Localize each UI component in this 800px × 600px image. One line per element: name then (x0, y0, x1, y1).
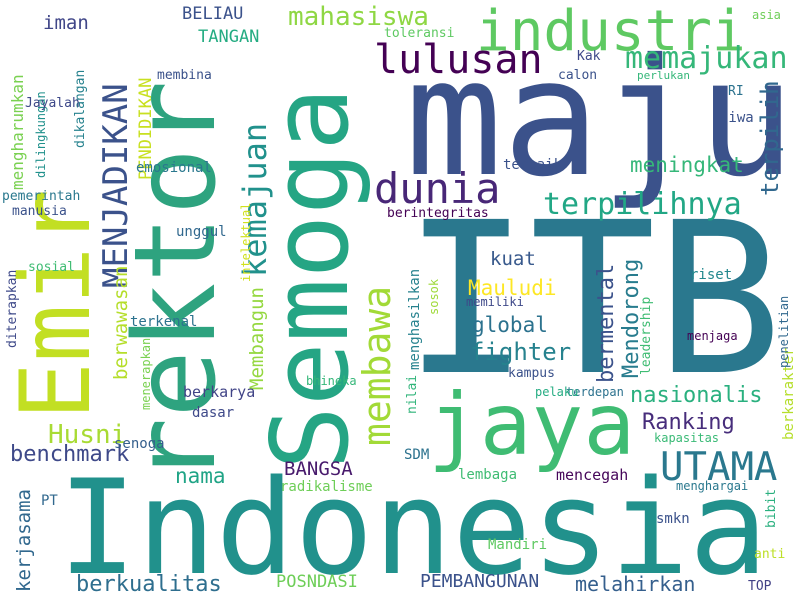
word-terkenal: terkenal (130, 314, 198, 330)
word-utama: UTAMA (660, 445, 778, 490)
word-sdm: SDM (404, 447, 430, 463)
word-kak: Kak (577, 49, 601, 64)
word-calon: calon (558, 68, 598, 83)
word-diterapkan: diterapkan (5, 269, 20, 348)
word-mengharumkan: mengharumkan (8, 74, 27, 190)
word-terpilihnya: terpilihnya (543, 187, 742, 222)
word-lembaga: lembaga (458, 467, 518, 483)
word-husni: Husni (48, 420, 127, 450)
word-membangun: Membangun (246, 287, 268, 390)
word-penelitian: penelitian (777, 295, 791, 368)
word-emosional: emosional (136, 160, 212, 176)
word-intelektual: intelektual (239, 202, 253, 282)
word-asia: asia (752, 8, 781, 22)
word-posndasi: POSNDASI (276, 572, 358, 592)
word-iman: iman (43, 12, 89, 34)
word-berwawasan: berwawasan (110, 265, 132, 380)
word-jayalah: Jayalah (25, 96, 80, 111)
word-mahasiswa: mahasiswa (288, 2, 429, 32)
word-mencegah: mencegah (556, 466, 629, 484)
word-memajukan: memajukan (625, 41, 788, 76)
word-maju: maju (405, 25, 796, 213)
word-menjadikan: MENJADIKAN (96, 83, 136, 288)
word-manusia: manusia (12, 204, 67, 219)
word-top: TOP (748, 579, 772, 594)
word-kapasitas: kapasitas (654, 431, 720, 445)
word-menghasilkan: menghasilkan (407, 268, 423, 370)
word-itb: ITB (403, 177, 783, 422)
word-benchmark: benchmark (10, 442, 130, 467)
word-sosok: sosok (427, 278, 441, 315)
word-menjaga: menjaga (687, 329, 738, 343)
word-mauludi: Mauludi (468, 276, 557, 300)
word-bhineka: bhineka (306, 374, 357, 388)
word-jaya: jaya (428, 375, 636, 475)
word-unggul: unggul (176, 224, 227, 240)
word-nilai: nilai (405, 374, 420, 414)
word-menghargai: menghargai (676, 479, 749, 493)
word-fighter: fighter (470, 338, 572, 366)
word-terbaik: terbaik (503, 157, 563, 173)
word-terpilih: terpilih (756, 80, 784, 196)
word-perlukan: perlukan (637, 69, 690, 82)
word-global: global (472, 313, 548, 337)
word-berintegritas: berintegritas (387, 206, 489, 221)
word-indonesia: Indonesia (58, 451, 768, 600)
word-kuat: kuat (490, 248, 536, 270)
word-mandiri: Mandiri (488, 537, 548, 553)
word-radikalisme: radikalisme (280, 479, 373, 495)
word-ranking: Ranking (642, 410, 735, 435)
word-jiwa: jiwa (720, 110, 754, 126)
word-bibit: bibit (764, 488, 779, 528)
word-lulusan: lulusan (374, 37, 543, 83)
word-pembangunan: PEMBANGUNAN (420, 571, 540, 592)
word-dasar: dasar (192, 405, 235, 421)
word-beliau: BELIAU (182, 4, 244, 24)
word-riset: riset (690, 267, 733, 283)
word-toleransi: toleransi (384, 26, 455, 41)
word-pelaku: pelaku (535, 385, 579, 399)
word-tangan: TANGAN (198, 27, 260, 47)
word-meningkat: meningkat (630, 153, 744, 177)
word-senoga: senoga (114, 436, 165, 452)
word-anti: anti (754, 547, 786, 562)
word-ri: RI (728, 84, 744, 99)
word-sosial: sosial (28, 260, 75, 275)
word-smkn: smkn (656, 511, 690, 527)
word-berkarya: berkarya (183, 383, 256, 401)
word-pemerintah: pemerintah (2, 189, 81, 204)
word-kampus: kampus (508, 366, 555, 381)
word-memiliki: memiliki (466, 295, 524, 309)
word-menerapkan: menerapkan (139, 337, 153, 410)
word-bangsa: BANGSA (284, 458, 353, 480)
word-terdepan: terdepan (566, 385, 624, 399)
word-kerjasama: kerjasama (13, 489, 35, 592)
word-melahirkan: melahirkan (575, 572, 696, 596)
word-membina: membina (157, 68, 212, 83)
word-dunia: dunia (374, 164, 501, 213)
word-nama: nama (175, 464, 226, 488)
word-membawa: membawa (355, 285, 399, 446)
word-nasionalis: nasionalis (630, 383, 763, 408)
word-bermental: bermental (594, 263, 619, 383)
word-industri: industri (476, 0, 746, 64)
word-emir: Emir (0, 188, 112, 420)
word-leadership: leadership (639, 296, 654, 375)
word-pt: PT (41, 493, 58, 509)
word-berkualitas: berkualitas (76, 572, 222, 597)
